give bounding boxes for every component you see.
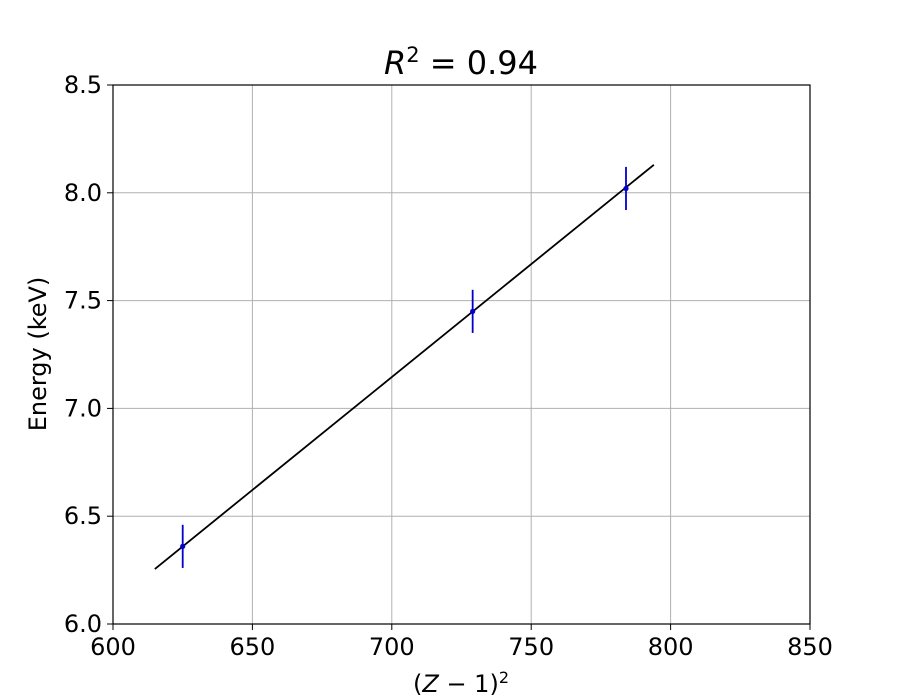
xlabel-symbol: Z bbox=[421, 670, 439, 698]
title-rest: = 0.94 bbox=[420, 44, 538, 82]
y-tick-label: 8.0 bbox=[64, 179, 102, 207]
x-tick-label: 750 bbox=[508, 633, 554, 661]
x-tick-label: 650 bbox=[229, 633, 275, 661]
xlabel-exponent: 2 bbox=[499, 668, 509, 687]
fit-line bbox=[154, 164, 655, 570]
chart-title: R2 = 0.94 bbox=[384, 43, 538, 82]
data-point bbox=[623, 185, 629, 192]
x-tick-label: 800 bbox=[648, 633, 694, 661]
data-point bbox=[470, 308, 476, 314]
y-tick-label: 6.5 bbox=[64, 502, 102, 530]
x-tick-label: 600 bbox=[90, 633, 136, 661]
axis-ticks: 600 650 700 750 800 850 6.0 6.5 7.0 7.5 8.0 8.5 bbox=[64, 71, 833, 661]
data-marks bbox=[154, 164, 655, 570]
y-tick-label: 8.5 bbox=[64, 71, 102, 99]
plot-frame bbox=[112, 84, 811, 625]
y-tick-label: 6.0 bbox=[64, 610, 102, 638]
x-tick-label: 700 bbox=[369, 633, 415, 661]
xlabel-open: ( bbox=[413, 670, 422, 698]
title-exponent: 2 bbox=[406, 43, 419, 67]
data-point bbox=[180, 543, 186, 549]
title-symbol: R bbox=[384, 44, 406, 82]
grid-lines bbox=[112, 84, 811, 625]
y-tick-label: 7.5 bbox=[64, 287, 102, 315]
x-axis-label: (Z − 1)2 bbox=[413, 668, 509, 698]
y-tick-label: 7.0 bbox=[64, 394, 102, 422]
y-axis-label: Energy (keV) bbox=[24, 277, 52, 432]
x-tick-label: 850 bbox=[787, 633, 833, 661]
xlabel-rest: − 1) bbox=[439, 670, 499, 698]
